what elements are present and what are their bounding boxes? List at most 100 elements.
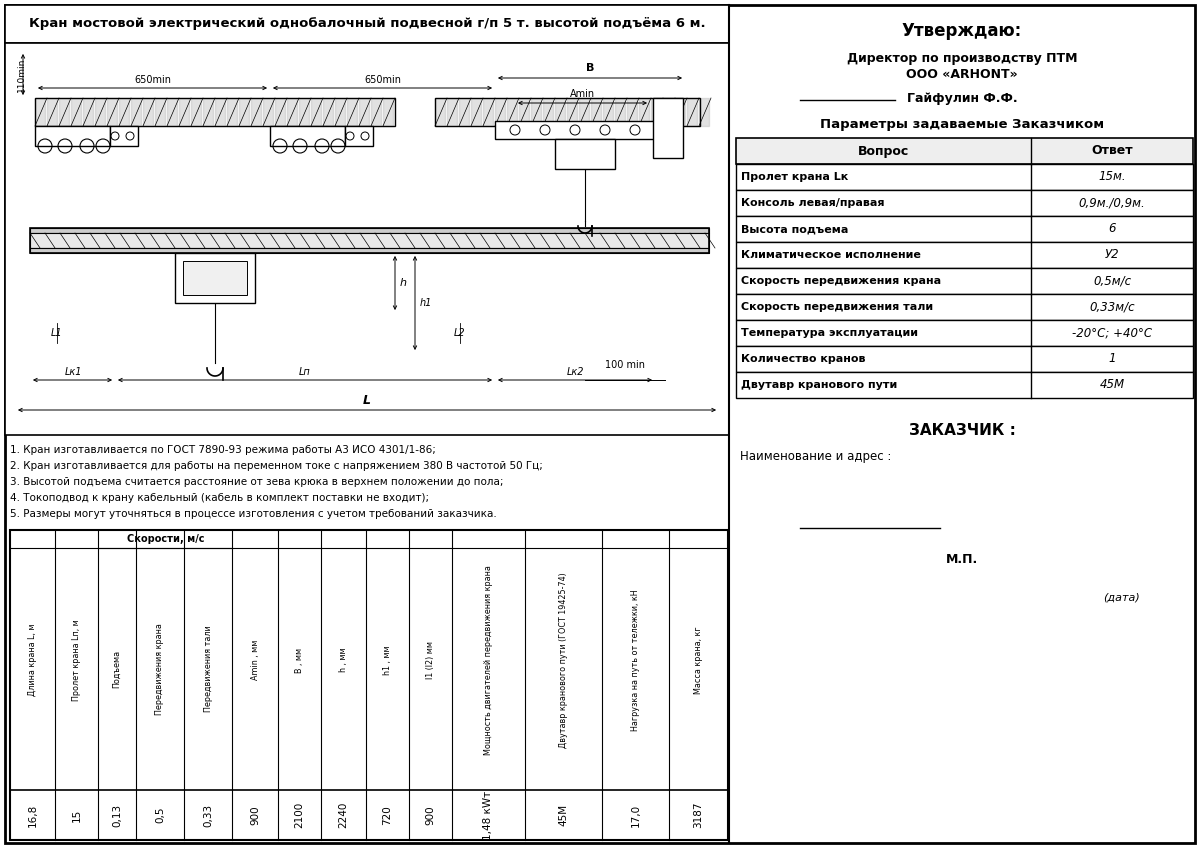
Bar [736, 294, 1193, 320]
Text: h1: h1 [420, 298, 432, 308]
Text: B , мм: B , мм [295, 647, 304, 672]
Text: М.П.: М.П. [946, 553, 978, 566]
Text: Утверждаю:: Утверждаю: [902, 22, 1022, 40]
Text: Lп: Lп [299, 367, 311, 377]
Polygon shape [686, 98, 697, 126]
Text: L1: L1 [52, 328, 62, 338]
Text: Пролет крана Lп, м: Пролет крана Lп, м [72, 619, 82, 701]
Text: Директор по производству ПТМ: Директор по производству ПТМ [847, 52, 1078, 65]
Polygon shape [371, 98, 382, 126]
Bar [736, 346, 1193, 372]
Polygon shape [71, 98, 82, 126]
Polygon shape [496, 98, 505, 126]
Text: 1. Кран изготавливается по ГОСТ 7890-93 режима работы А3 ИСО 4301/1-86;: 1. Кран изготавливается по ГОСТ 7890-93 … [10, 445, 436, 455]
Polygon shape [520, 98, 529, 126]
Bar [736, 242, 1193, 268]
Polygon shape [119, 98, 130, 126]
Text: L2: L2 [454, 328, 466, 338]
Bar [554, 139, 616, 169]
Text: ЗАКАЗЧИК :: ЗАКАЗЧИК : [908, 423, 1015, 438]
Text: Климатическое исполнение: Климатическое исполнение [742, 250, 920, 260]
Bar [5, 5, 730, 43]
Polygon shape [95, 98, 106, 126]
Bar [5, 43, 730, 435]
Text: 900: 900 [425, 806, 436, 825]
Text: Подъема: Подъема [113, 650, 121, 688]
Text: Передвижения крана: Передвижения крана [156, 623, 164, 715]
Polygon shape [275, 98, 286, 126]
Polygon shape [83, 98, 94, 126]
Text: 2240: 2240 [338, 802, 348, 828]
Bar [30, 228, 709, 233]
Text: 100 min: 100 min [605, 360, 646, 370]
Text: 0,9м./0,9м.: 0,9м./0,9м. [1079, 197, 1145, 209]
Text: Amin , мм: Amin , мм [251, 639, 259, 680]
Polygon shape [650, 98, 661, 126]
Text: 45М: 45М [558, 804, 569, 826]
Polygon shape [335, 98, 346, 126]
Text: Передвижения тали: Передвижения тали [204, 626, 212, 712]
Polygon shape [592, 98, 601, 126]
Bar [653, 98, 683, 158]
Polygon shape [287, 98, 298, 126]
Text: Скорость передвижения крана: Скорость передвижения крана [742, 276, 941, 286]
Text: Масса крана, кг: Масса крана, кг [694, 626, 703, 694]
Bar [436, 98, 700, 126]
Bar [10, 530, 728, 840]
Text: 650min: 650min [364, 75, 401, 85]
Bar [270, 126, 346, 146]
Polygon shape [191, 98, 202, 126]
Text: 0,5м/с: 0,5м/с [1093, 275, 1132, 287]
Text: 4. Токоподвод к крану кабельный (кабель в комплект поставки не входит);: 4. Токоподвод к крану кабельный (кабель … [10, 493, 430, 503]
Polygon shape [508, 98, 517, 126]
Polygon shape [580, 98, 589, 126]
Polygon shape [458, 98, 469, 126]
Polygon shape [470, 98, 481, 126]
Polygon shape [640, 98, 649, 126]
Bar [35, 126, 110, 146]
Polygon shape [446, 98, 457, 126]
Text: Lк1: Lк1 [65, 367, 82, 377]
Polygon shape [554, 98, 565, 126]
Bar [35, 98, 395, 126]
Polygon shape [359, 98, 370, 126]
Polygon shape [239, 98, 250, 126]
Text: 16,8: 16,8 [28, 803, 37, 827]
Text: l1 (l2) мм: l1 (l2) мм [426, 641, 434, 679]
Bar [736, 320, 1193, 346]
Text: Кран мостовой электрический однобалочный подвесной г/п 5 т. высотой подъёма 6 м.: Кран мостовой электрический однобалочный… [29, 18, 706, 31]
Text: Нагрузка на путь от тележки, кН: Нагрузка на путь от тележки, кН [631, 589, 640, 731]
Text: 0,13: 0,13 [112, 803, 122, 827]
Polygon shape [251, 98, 262, 126]
Polygon shape [674, 98, 685, 126]
Polygon shape [155, 98, 166, 126]
Text: Вопрос: Вопрос [858, 144, 910, 158]
Text: Пролет крана Lк: Пролет крана Lк [742, 172, 848, 182]
Text: Двутавр кранового пути (ГОСТ 19425-74): Двутавр кранового пути (ГОСТ 19425-74) [559, 572, 568, 748]
Text: B: B [586, 63, 594, 73]
Polygon shape [383, 98, 394, 126]
Polygon shape [542, 98, 553, 126]
Polygon shape [35, 98, 46, 126]
Text: Температура эксплуатации: Температура эксплуатации [742, 328, 918, 338]
Polygon shape [179, 98, 190, 126]
Bar [736, 372, 1193, 398]
Text: 15м.: 15м. [1098, 170, 1126, 183]
Polygon shape [59, 98, 70, 126]
Text: У2: У2 [1105, 248, 1120, 261]
Text: 2. Кран изготавливается для работы на переменном токе с напряжением 380 В частот: 2. Кран изготавливается для работы на пе… [10, 461, 542, 471]
Text: h: h [400, 278, 407, 288]
Text: L: L [364, 394, 371, 407]
Text: 0,33: 0,33 [203, 803, 214, 827]
Polygon shape [323, 98, 334, 126]
Text: Скорость передвижения тали: Скорость передвижения тали [742, 302, 934, 312]
Text: 6: 6 [1109, 222, 1116, 236]
Text: (дата): (дата) [1103, 593, 1140, 603]
Text: 1,48 кWт: 1,48 кWт [484, 790, 493, 840]
Text: 17,0: 17,0 [630, 803, 641, 827]
Text: 15: 15 [72, 808, 82, 822]
Bar [30, 233, 709, 248]
Polygon shape [628, 98, 637, 126]
Text: h1 , мм: h1 , мм [383, 645, 391, 675]
Polygon shape [107, 98, 118, 126]
